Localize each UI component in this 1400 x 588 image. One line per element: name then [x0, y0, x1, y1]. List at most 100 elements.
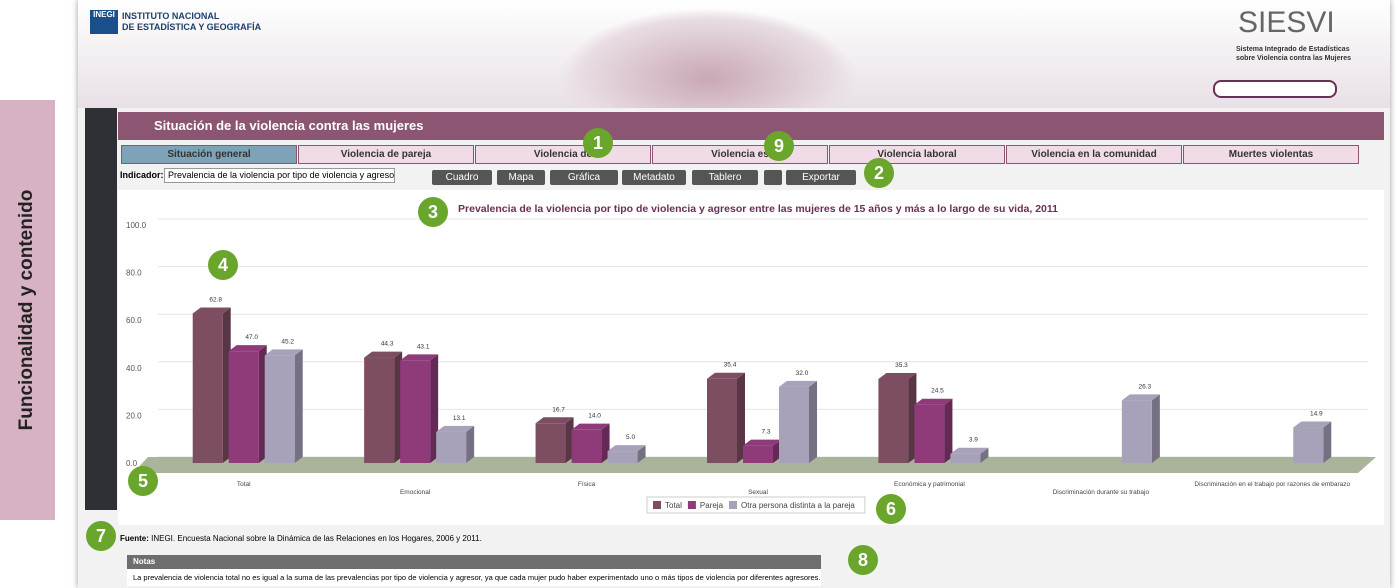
tab[interactable]: Violencia de [475, 145, 651, 164]
button[interactable]: Mapa [497, 170, 545, 185]
y-tick-label: 40.0 [126, 364, 142, 373]
bar [1293, 428, 1323, 463]
legend-label: Total [665, 501, 682, 510]
bar-side [1152, 394, 1160, 463]
value-label: 44.3 [381, 341, 394, 348]
brand-sub: Sistema Integrado de Estadísticas [1236, 46, 1350, 53]
chart-title: Prevalencia de la violencia por tipo de … [458, 203, 1058, 215]
y-tick-label: 80.0 [126, 269, 142, 278]
tab[interactable]: Violencia de pareja [298, 145, 474, 164]
chart: Prevalencia de la violencia por tipo de … [118, 190, 1384, 530]
x-tick-label: Total [237, 481, 251, 488]
tab[interactable]: Muertes violentas [1183, 145, 1359, 164]
callout: 2 [864, 158, 894, 188]
legend-swatch [688, 501, 696, 509]
value-label: 14.9 [1310, 411, 1323, 418]
button[interactable]: Cuadro [432, 170, 492, 185]
legend-label: Otra persona distinta a la pareja [741, 501, 855, 510]
notes-title: Notas [127, 555, 821, 569]
value-label: 3.9 [969, 437, 978, 444]
logo: INEGI [90, 10, 118, 34]
institute: DE ESTADÍSTICA Y GEOGRAFÍA [122, 22, 261, 32]
page: Funcionalidad y contenido INEGI INSTITUT… [0, 0, 1400, 588]
bar [400, 360, 430, 463]
value-label: 7.3 [761, 429, 770, 436]
y-tick-label: 20.0 [126, 411, 142, 420]
bar [914, 405, 944, 463]
bar [1122, 400, 1152, 463]
value-label: 35.3 [895, 362, 908, 369]
bar [193, 314, 223, 463]
legend-swatch [653, 501, 661, 509]
section-title: Situación de la violencia contra las muj… [118, 112, 1384, 140]
bar [779, 387, 809, 463]
bar [364, 358, 394, 463]
callout: 5 [128, 466, 158, 496]
callout: 1 [583, 128, 613, 158]
indicator-select[interactable]: Prevalencia de la violencia por tipo de … [164, 168, 395, 183]
callout: 8 [848, 545, 878, 575]
indicator-label: Indicador: [120, 170, 164, 180]
value-label: 24.5 [931, 388, 944, 395]
source: Fuente: INEGI. Encuesta Nacional sobre l… [120, 534, 482, 543]
button[interactable]: Gráfica [550, 170, 618, 185]
value-label: 43.1 [417, 343, 430, 350]
x-tick-label: Discriminación en el trabajo por razones… [1194, 481, 1350, 488]
bar [572, 430, 602, 463]
legend-label: Pareja [700, 501, 724, 510]
refresh-button[interactable] [764, 170, 782, 185]
bar [707, 379, 737, 463]
x-tick-label: Emocional [400, 489, 431, 496]
notes-text: La prevalencia de violencia total no es … [127, 569, 821, 586]
brand: SIESVI [1238, 6, 1335, 40]
bar-side [1323, 422, 1331, 463]
bar [265, 355, 295, 463]
button[interactable]: Tablero [692, 170, 758, 185]
value-label: 32.0 [796, 370, 809, 377]
button[interactable]: Metadato [622, 170, 686, 185]
value-label: 62.8 [209, 297, 222, 304]
bar-side [466, 426, 474, 463]
bar [878, 379, 908, 463]
value-label: 13.1 [453, 415, 466, 422]
bar [608, 451, 638, 463]
bar [229, 351, 259, 463]
callout: 3 [418, 197, 448, 227]
value-label: 35.4 [724, 362, 737, 369]
value-label: 5.0 [626, 434, 635, 441]
bar-side [295, 349, 303, 463]
y-tick-label: 100.0 [126, 221, 147, 230]
brand-sub: sobre Violencia contra las Mujeres [1236, 55, 1351, 62]
x-tick-label: Económica y patrimonial [894, 481, 965, 488]
search-box[interactable] [1213, 80, 1337, 98]
bar [950, 454, 980, 463]
source-label: Fuente: [120, 534, 149, 543]
legend-swatch [729, 501, 737, 509]
bar-side [809, 381, 817, 463]
callout: 6 [876, 494, 906, 524]
value-label: 16.7 [552, 406, 565, 413]
callout: 4 [208, 250, 238, 280]
tab[interactable]: Violencia en la comunidad [1006, 145, 1182, 164]
chart-bg [118, 190, 1384, 525]
side-panel: Funcionalidad y contenido [0, 100, 55, 520]
header-illustration [558, 8, 858, 108]
value-label: 26.3 [1139, 383, 1152, 390]
header: INEGI INSTITUTO NACIONAL DE ESTADÍSTICA … [78, 0, 1390, 108]
button[interactable]: Exportar [786, 170, 856, 185]
tab[interactable]: Situación general [121, 145, 297, 164]
callout: 9 [764, 131, 794, 161]
bar [436, 432, 466, 463]
x-tick-label: Discriminación durante su trabajo [1053, 489, 1150, 496]
value-label: 47.0 [245, 334, 258, 341]
tab[interactable]: Violencia laboral [829, 145, 1005, 164]
bar [743, 446, 773, 463]
side-label: Funcionalidad y contenido [16, 190, 38, 431]
callout: 7 [86, 521, 116, 551]
value-label: 14.0 [588, 413, 601, 420]
x-tick-label: Sexual [748, 489, 768, 496]
tab[interactable]: Violencia es [652, 145, 828, 164]
y-tick-label: 60.0 [126, 316, 142, 325]
sidebar [85, 108, 117, 510]
institute: INSTITUTO NACIONAL [122, 11, 219, 21]
